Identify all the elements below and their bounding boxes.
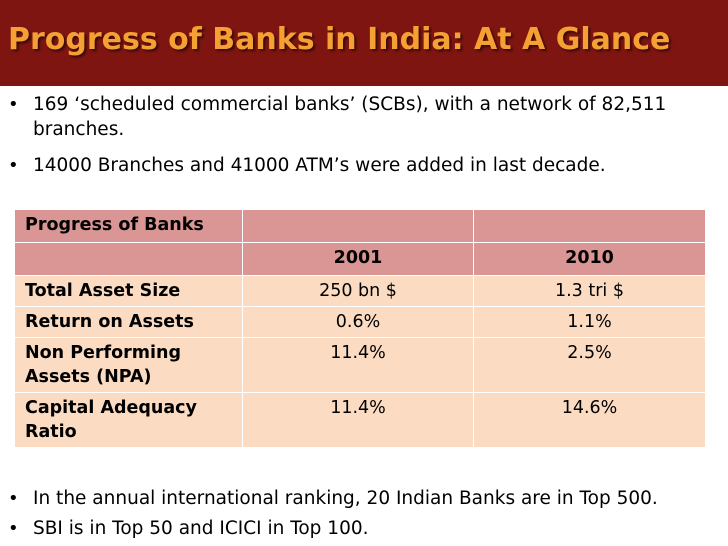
column-header-2010: 2010 — [473, 242, 706, 276]
bullet-icon: • — [8, 155, 19, 176]
cell-2001: 11.4% — [242, 337, 474, 393]
bullet-icon: • — [8, 94, 19, 115]
cell-2001: 11.4% — [242, 392, 474, 448]
bullet-text: In the annual international ranking, 20 … — [33, 488, 658, 509]
cell-2010: 2.5% — [473, 337, 706, 393]
table-cell — [242, 209, 474, 243]
row-label: Non Performing Assets (NPA) — [14, 337, 243, 393]
bullet-text: 169 ‘scheduled commercial banks’ (SCBs),… — [33, 94, 667, 140]
table-row: Return on Assets 0.6% 1.1% — [14, 306, 706, 338]
table-header-row: 2001 2010 — [14, 242, 706, 276]
progress-table: Progress of Banks 2001 2010 Total Asset … — [14, 209, 706, 448]
bullet-text: SBI is in Top 50 and ICICI in Top 100. — [33, 518, 369, 539]
cell-2010: 1.3 tri $ — [473, 275, 706, 307]
cell-2010: 14.6% — [473, 392, 706, 448]
table-row: Non Performing Assets (NPA) 11.4% 2.5% — [14, 337, 706, 393]
column-header — [14, 242, 243, 276]
bullet-item: • 14000 Branches and 41000 ATM’s were ad… — [0, 153, 728, 179]
bullet-text: 14000 Branches and 41000 ATM’s were adde… — [33, 155, 606, 176]
slide-title: Progress of Banks in India: At A Glance — [8, 22, 671, 57]
cell-2010: 1.1% — [473, 306, 706, 338]
bullet-icon: • — [8, 518, 19, 539]
row-label: Return on Assets — [14, 306, 243, 338]
table-cell — [473, 209, 706, 243]
table-row: Capital Adequacy Ratio 11.4% 14.6% — [14, 392, 706, 448]
cell-2001: 0.6% — [242, 306, 474, 338]
bullet-item: • In the annual international ranking, 2… — [0, 486, 728, 513]
column-header-2001: 2001 — [242, 242, 474, 276]
title-bar: Progress of Banks in India: At A Glance — [0, 0, 728, 86]
cell-2001: 250 bn $ — [242, 275, 474, 307]
bullet-item: • 169 ‘scheduled commercial banks’ (SCBs… — [0, 92, 728, 144]
table-caption: Progress of Banks — [14, 209, 243, 243]
table-caption-row: Progress of Banks — [14, 209, 706, 243]
table-row: Total Asset Size 250 bn $ 1.3 tri $ — [14, 275, 706, 307]
bullet-item: • SBI is in Top 50 and ICICI in Top 100. — [0, 516, 728, 542]
row-label: Capital Adequacy Ratio — [14, 392, 243, 448]
bottom-bullet-list: • In the annual international ranking, 2… — [0, 486, 728, 542]
top-bullet-list: • 169 ‘scheduled commercial banks’ (SCBs… — [0, 92, 728, 179]
bullet-icon: • — [8, 488, 19, 509]
row-label: Total Asset Size — [14, 275, 243, 307]
